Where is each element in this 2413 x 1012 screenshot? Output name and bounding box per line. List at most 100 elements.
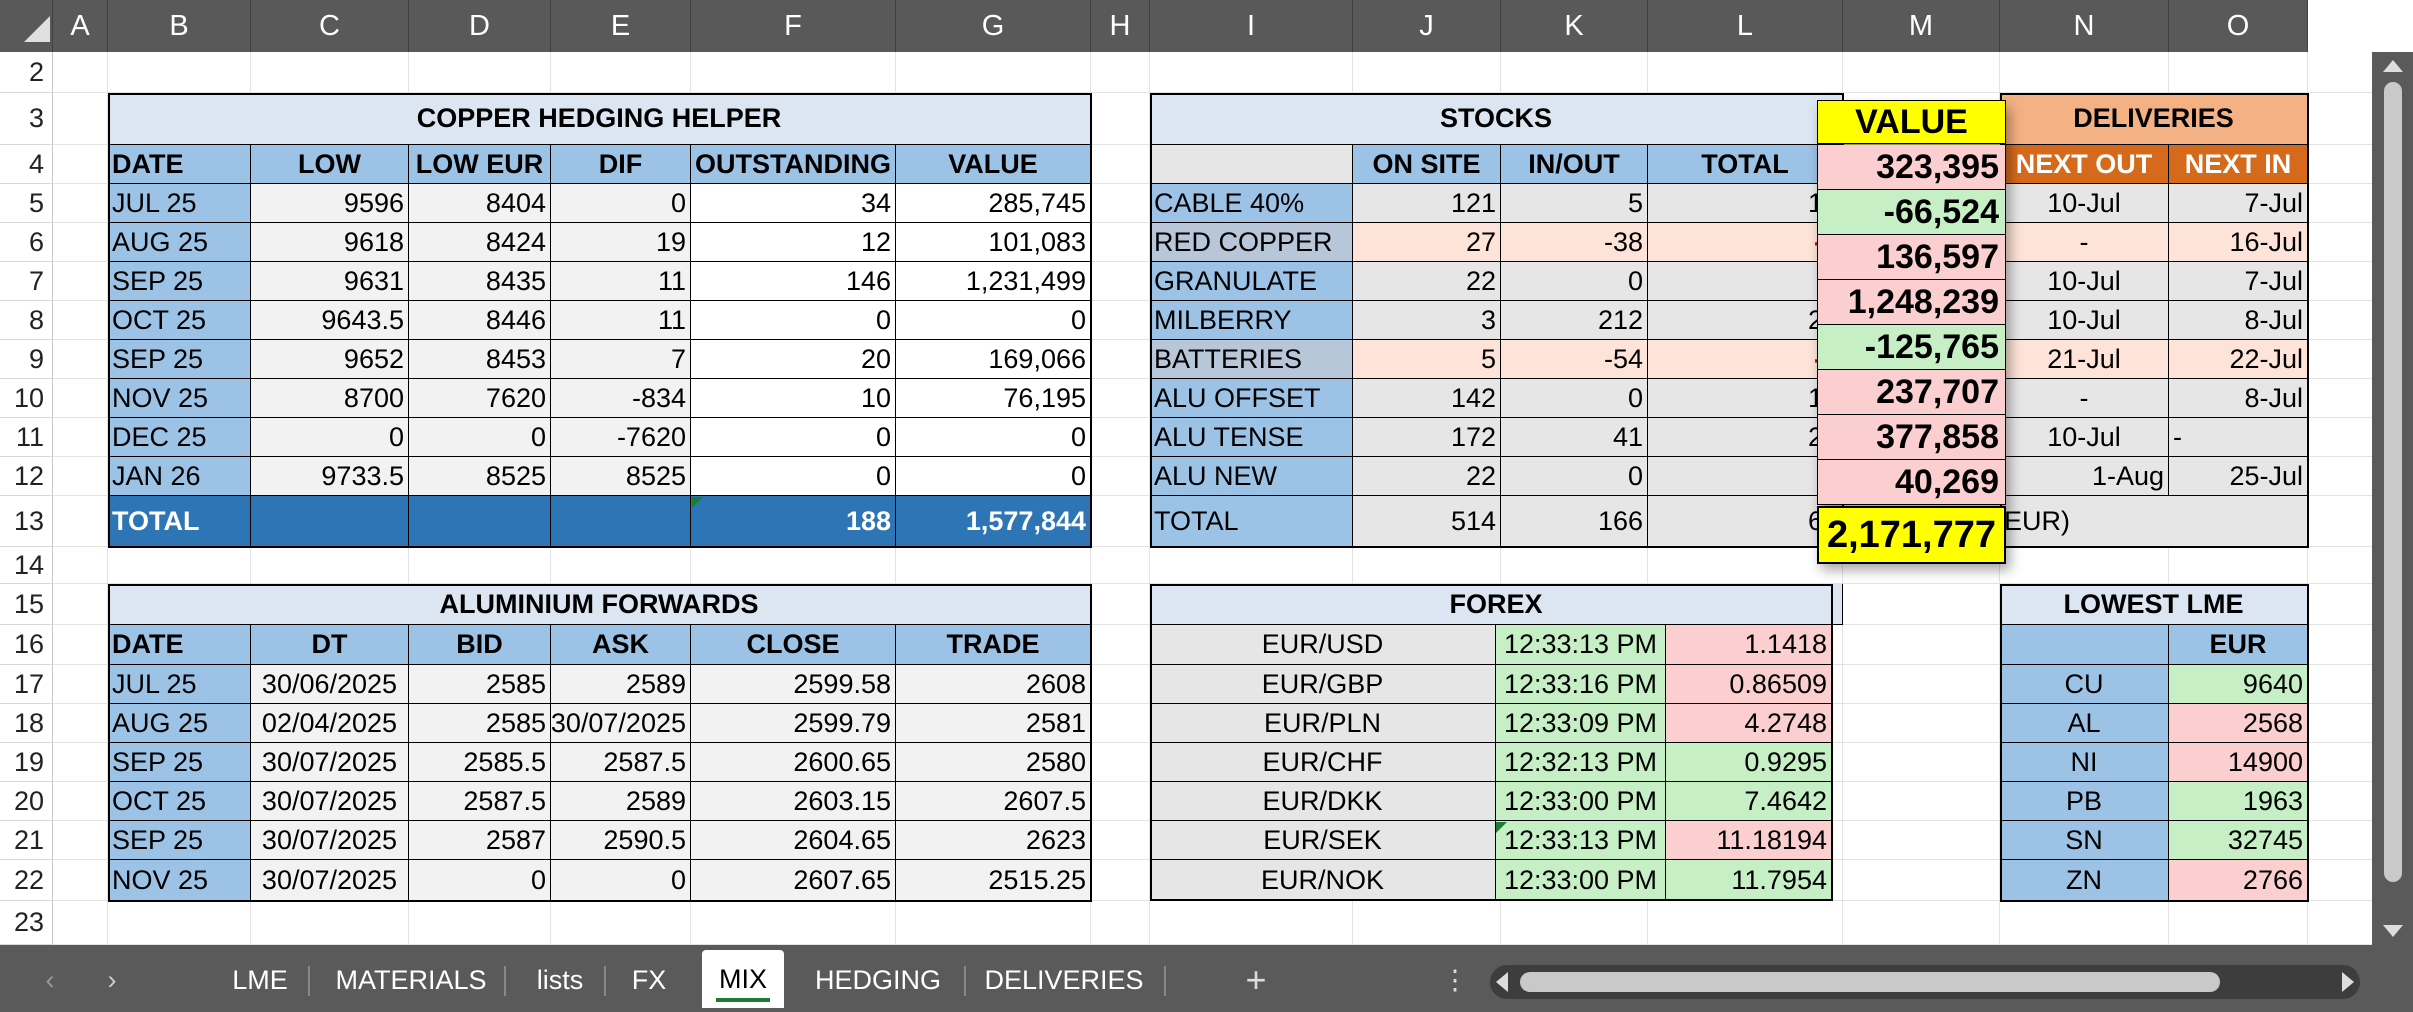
aluminium-header: CLOSE [691,625,896,665]
stocks-value-cell: 2 [1648,262,1843,301]
aluminium-value-cell: 2607.65 [691,860,896,901]
stocks-value-cell: 212 [1501,301,1648,340]
copper-value-cell: 7620 [409,379,551,418]
row-header[interactable]: 15 [0,584,53,625]
aluminium-value-cell: 2607.5 [896,782,1091,821]
row-header[interactable]: 20 [0,782,53,821]
copper-value-cell: 9618 [251,223,409,262]
column-header[interactable]: J [1353,0,1501,52]
aluminium-value-cell: 30/07/2025 [551,704,691,743]
aluminium-header: DT [251,625,409,665]
vertical-scrollbar[interactable] [2372,52,2413,945]
aluminium-value-cell: 2581 [896,704,1091,743]
column-header[interactable]: D [409,0,551,52]
scroll-right-icon[interactable] [2342,972,2354,992]
sheet-tab-fx[interactable]: FX [631,964,667,995]
copper-value-cell: 8453 [409,340,551,379]
aluminium-value-cell: 2585.5 [409,743,551,782]
column-header[interactable]: L [1648,0,1843,52]
row-header[interactable]: 6 [0,223,53,262]
column-header[interactable]: O [2169,0,2308,52]
column-header[interactable]: C [251,0,409,52]
lme-metal-cell: CU [2000,665,2169,704]
row-header[interactable]: 21 [0,821,53,860]
scroll-tabs-left-icon[interactable]: ‹ [45,964,55,995]
row-header[interactable]: 23 [0,901,53,945]
row-header[interactable]: 9 [0,340,53,379]
row-header[interactable]: 14 [0,547,53,584]
row-header[interactable]: 18 [0,704,53,743]
column-header[interactable]: H [1091,0,1150,52]
sheet-tab-lists[interactable]: lists [536,964,584,995]
row-header[interactable]: 5 [0,184,53,223]
sheet-tab-hedging[interactable]: HEDGING [814,964,941,995]
scroll-up-icon[interactable] [2383,60,2403,72]
scroll-left-icon[interactable] [1496,972,1508,992]
aluminium-value-cell: 0 [409,860,551,901]
column-header[interactable]: G [896,0,1091,52]
sheet-tab-lme[interactable]: LME [232,964,288,995]
horizontal-scrollbar[interactable] [1490,965,2360,999]
column-header[interactable]: B [108,0,251,52]
aluminium-value-cell: 2585 [409,704,551,743]
forex-pair-cell: EUR/GBP [1150,665,1496,704]
lme-metal-cell: AL [2000,704,2169,743]
row-header[interactable]: 17 [0,665,53,704]
row-header[interactable]: 2 [0,52,53,93]
aluminium-value-cell: 2587.5 [551,743,691,782]
lme-metal-cell: SN [2000,821,2169,860]
stocks-value-cell: 0 [1501,262,1648,301]
more-options-icon[interactable]: ⋮ [1441,964,1469,995]
column-header[interactable]: I [1150,0,1353,52]
column-header[interactable]: E [551,0,691,52]
stocks-value-cell: 14 [1648,379,1843,418]
add-sheet-icon[interactable]: + [1245,959,1267,1000]
row-header[interactable]: 3 [0,93,53,145]
aluminium-value-cell: 30/07/2025 [251,860,409,901]
scroll-tabs-right-icon[interactable]: › [107,964,117,995]
copper-value-cell: 11 [551,301,691,340]
copper-value-cell: 0 [896,301,1091,340]
deliveries-date-cell: 1-Aug [2000,457,2169,496]
row-header[interactable]: 13 [0,496,53,547]
deliveries-date-cell: 10-Jul [2000,262,2169,301]
row-header[interactable]: 19 [0,743,53,782]
column-header[interactable]: A [53,0,108,52]
aluminium-value-cell: 2589 [551,665,691,704]
gridline-row [53,92,2372,93]
forex-time-cell: 12:33:00 PM [1496,782,1666,821]
sheet-tab-materials[interactable]: MATERIALS [335,964,487,995]
column-header[interactable]: N [2000,0,2169,52]
aluminium-value-cell: 30/07/2025 [251,782,409,821]
sheet-tab-mix[interactable]: MIX [702,950,784,1008]
forex-title: FOREX [1150,584,1843,625]
row-header[interactable]: 4 [0,145,53,184]
copper-total-cell [409,496,551,547]
aluminium-value-cell: 2589 [551,782,691,821]
sheet-tab-deliveries[interactable]: DELIVERIES [984,964,1144,995]
row-header[interactable]: 12 [0,457,53,496]
column-header[interactable]: F [691,0,896,52]
forex-time-cell: 12:33:09 PM [1496,704,1666,743]
horizontal-scroll-thumb[interactable] [1520,972,2220,992]
copper-value-cell: 12 [691,223,896,262]
row-header[interactable]: 10 [0,379,53,418]
column-header[interactable]: K [1501,0,1648,52]
forex-rate-cell: 0.9295 [1666,743,1832,782]
copper-value-cell: 76,195 [896,379,1091,418]
stocks-value-cell: 41 [1501,418,1648,457]
row-header[interactable]: 8 [0,301,53,340]
deliveries-date-cell: 21-Jul [2000,340,2169,379]
vertical-scroll-thumb[interactable] [2384,82,2402,882]
row-header[interactable]: 22 [0,860,53,901]
copper-value-cell: 9643.5 [251,301,409,340]
row-header[interactable]: 16 [0,625,53,665]
scroll-down-icon[interactable] [2383,925,2403,937]
column-header[interactable]: M [1843,0,2000,52]
copper-value-cell: 0 [409,418,551,457]
row-header[interactable]: 7 [0,262,53,301]
lme-header: EUR [2169,625,2308,665]
aluminium-date-cell: NOV 25 [108,860,251,901]
row-header[interactable]: 11 [0,418,53,457]
